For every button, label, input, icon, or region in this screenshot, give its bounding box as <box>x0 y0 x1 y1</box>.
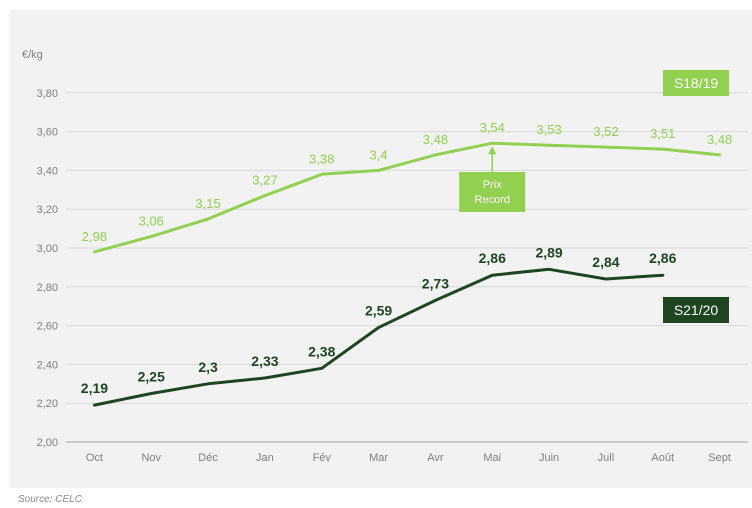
annotation-text: Record <box>475 194 510 206</box>
legend-label-s21-20: S21/20 <box>674 302 719 318</box>
line-chart: €/kg 2,00 2,20 2,40 2,60 2,80 3,00 3,20 3,40 3,60… <box>22 49 748 464</box>
data-label: 3,27 <box>252 173 277 188</box>
data-label: 3,15 <box>195 196 220 211</box>
x-tick-label: Nov <box>141 452 161 464</box>
y-tick-label: 3,40 <box>37 165 58 177</box>
data-label: 2,89 <box>535 244 562 260</box>
legend-badge-s18-19 <box>663 70 729 96</box>
annotation-text: Prix <box>483 179 502 191</box>
y-tick-label: 3,00 <box>37 243 58 255</box>
y-tick-label: 2,00 <box>37 437 58 449</box>
y-tick-label: 2,40 <box>37 359 58 371</box>
x-tick-label: Juin <box>539 452 559 464</box>
legend-label-s18-19: S18/19 <box>674 75 719 91</box>
y-tick-label: 2,80 <box>37 282 58 294</box>
x-tick-label: Déc <box>198 452 218 464</box>
data-label: 2,59 <box>365 303 392 319</box>
data-label: 2,33 <box>251 353 278 369</box>
x-tick-label: Août <box>651 452 674 464</box>
x-tick-label: Mar <box>369 452 388 464</box>
legend-badge-s21-20 <box>663 297 729 323</box>
source-note: Source: CELC <box>18 494 82 505</box>
x-tick-label: Juil <box>598 452 615 464</box>
x-tick-label: Fév <box>313 452 332 464</box>
data-label: 2,98 <box>82 229 107 244</box>
y-tick-label: 3,80 <box>37 88 58 100</box>
x-tick-label: Jan <box>256 452 274 464</box>
data-label: 2,25 <box>138 369 165 385</box>
data-label: 3,51 <box>650 126 675 141</box>
y-tick-label: 3,60 <box>37 127 58 139</box>
data-label: 2,86 <box>479 250 506 266</box>
data-label: 2,38 <box>308 343 335 359</box>
data-label: 3,54 <box>480 120 505 135</box>
y-tick-label: 3,20 <box>37 204 58 216</box>
data-label: 3,38 <box>309 151 334 166</box>
data-label: 3,53 <box>536 122 561 137</box>
data-label: 2,86 <box>649 250 676 266</box>
x-tick-label: Sept <box>708 452 731 464</box>
x-tick-label: Oct <box>86 452 103 464</box>
annotation-box <box>459 172 526 212</box>
y-tick-label: 2,20 <box>37 398 58 410</box>
chart-panel: €/kg 2,00 2,20 2,40 2,60 2,80 3,00 3,20 3,40 3,60… <box>10 10 752 488</box>
data-label: 2,3 <box>198 359 218 375</box>
x-tick-label: Avr <box>427 452 444 464</box>
data-label: 3,48 <box>707 132 732 147</box>
data-label: 2,19 <box>81 380 108 396</box>
x-tick-label: Mai <box>483 452 501 464</box>
data-label: 3,4 <box>370 147 388 162</box>
data-label: 3,52 <box>593 124 618 139</box>
y-axis-label: €/kg <box>22 49 43 61</box>
series-line-s21-20 <box>92 267 665 407</box>
y-tick-label: 2,60 <box>37 321 58 333</box>
annotation-arrowhead <box>488 146 497 155</box>
data-label: 2,73 <box>422 275 449 291</box>
data-label: 2,84 <box>592 254 619 270</box>
data-label: 3,06 <box>139 213 164 228</box>
data-label: 3,48 <box>423 132 448 147</box>
series-line-s18-19 <box>92 141 722 254</box>
